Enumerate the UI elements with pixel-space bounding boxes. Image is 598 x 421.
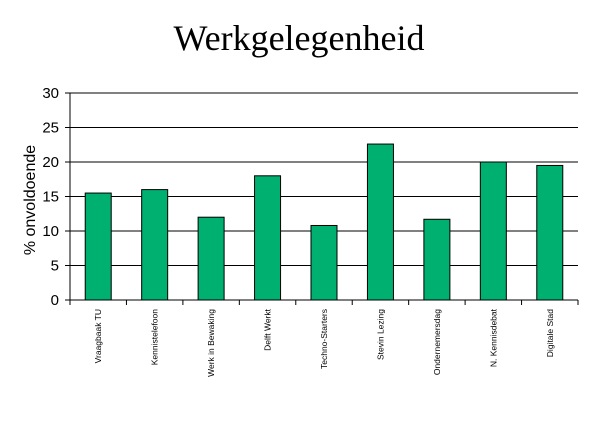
x-tick-label: Delft Werkt	[263, 308, 273, 351]
bar	[536, 164, 564, 301]
chart-title: Werkgelegenheid	[174, 18, 425, 58]
x-tick-label: Ondernemersdag	[432, 309, 442, 375]
bar	[479, 161, 507, 301]
bar	[310, 224, 338, 301]
bar	[84, 192, 112, 301]
bar	[366, 143, 394, 301]
x-tick-label: Techno-Starters	[319, 309, 329, 369]
bar	[197, 216, 225, 301]
y-axis-ticks: 0 5 10 15 20 25 30	[42, 85, 70, 309]
x-tick-label: Vraagbaak TU	[93, 309, 103, 363]
x-axis-ticks: Vraagbaak TU Kennistelefoon Werk in Bewaki…	[93, 308, 555, 377]
y-tick-label: 10	[42, 223, 59, 240]
y-tick-label: 20	[42, 154, 59, 171]
x-tick-label: Kennistelefoon	[150, 309, 160, 366]
x-tick-label: N. Kennisdebat	[488, 308, 498, 367]
x-tick-label: Stevin Lezing	[375, 309, 385, 360]
y-axis-label: % onvoldoende	[22, 145, 39, 255]
y-tick-label: 0	[51, 292, 59, 309]
bar	[141, 189, 169, 301]
x-tick-label: Digitale Stad	[545, 309, 555, 357]
bar	[423, 218, 451, 301]
y-tick-label: 30	[42, 85, 59, 102]
x-tick-label: Werk in Bewaking	[206, 309, 216, 377]
bar	[254, 175, 282, 301]
axes	[69, 93, 579, 305]
y-tick-label: 25	[42, 120, 59, 137]
y-tick-label: 15	[42, 189, 59, 206]
y-tick-label: 5	[51, 258, 59, 275]
bars	[84, 143, 564, 301]
